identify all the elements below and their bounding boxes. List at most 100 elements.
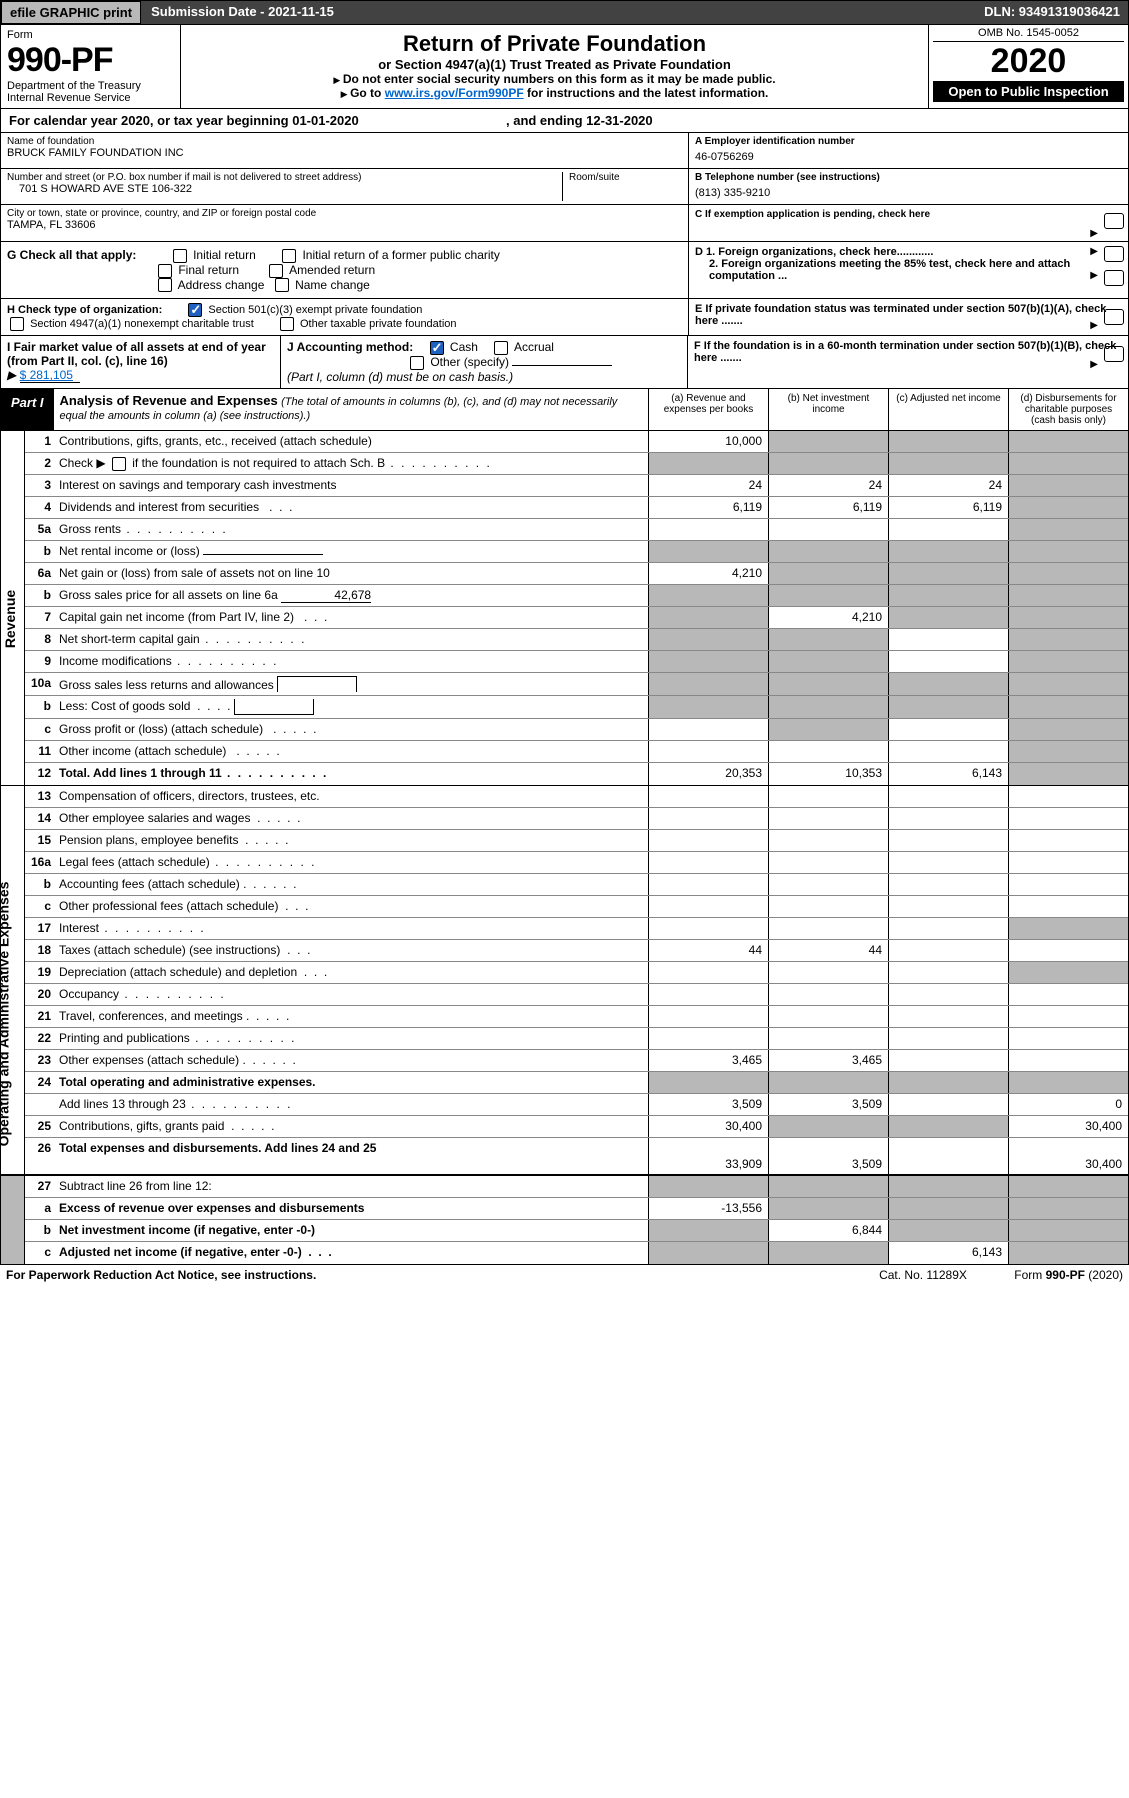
dln-label: DLN: 93491319036421: [976, 1, 1128, 24]
topbar-spacer: [344, 1, 976, 24]
accrual-checkbox[interactable]: [494, 341, 508, 355]
other-method-checkbox[interactable]: [410, 356, 424, 370]
instruction-2: Go to www.irs.gov/Form990PF for instruct…: [187, 86, 922, 100]
row-10a-desc: Gross sales less returns and allowances: [55, 673, 648, 695]
row-20-desc: Occupancy: [55, 984, 648, 1005]
row-23-desc: Other expenses (attach schedule) . . . .…: [55, 1050, 648, 1071]
foreign-85-checkbox[interactable]: [1104, 270, 1124, 286]
row-1-desc: Contributions, gifts, grants, etc., rece…: [55, 431, 648, 452]
column-headers: (a) Revenue and expenses per books (b) N…: [648, 389, 1128, 430]
final-return-checkbox[interactable]: [158, 264, 172, 278]
calendar-year-row: For calendar year 2020, or tax year begi…: [0, 109, 1129, 133]
row-13-desc: Compensation of officers, directors, tru…: [55, 786, 648, 807]
tax-year: 2020: [933, 42, 1124, 81]
info-grid: Name of foundation BRUCK FAMILY FOUNDATI…: [0, 133, 1129, 242]
expenses-side-label: Operating and Administrative Expenses: [1, 786, 25, 1174]
row-2-desc: Check ▶ if the foundation is not require…: [55, 453, 648, 474]
city-cell: City or town, state or province, country…: [1, 205, 688, 241]
row-14-desc: Other employee salaries and wages . . . …: [55, 808, 648, 829]
initial-return-checkbox[interactable]: [173, 249, 187, 263]
top-bar: efile GRAPHIC print Submission Date - 20…: [0, 0, 1129, 25]
ein-cell: A Employer identification number 46-0756…: [689, 133, 1128, 169]
accounting-method-cell: J Accounting method: Cash Accrual Other …: [281, 336, 688, 388]
col-d-header: (d) Disbursements for charitable purpose…: [1008, 389, 1128, 430]
row-26-desc: Total expenses and disbursements. Add li…: [55, 1138, 648, 1174]
open-to-public: Open to Public Inspection: [933, 81, 1124, 102]
row-27c-desc: Adjusted net income (if negative, enter …: [55, 1242, 648, 1264]
revenue-side-label: Revenue: [1, 431, 25, 785]
form-title: Return of Private Foundation: [187, 31, 922, 57]
row-10c-desc: Gross profit or (loss) (attach schedule)…: [55, 719, 648, 740]
part1-desc: Analysis of Revenue and Expenses (The to…: [54, 389, 648, 430]
amended-return-checkbox[interactable]: [269, 264, 283, 278]
cash-checkbox[interactable]: [430, 341, 444, 355]
other-taxable-checkbox[interactable]: [280, 317, 294, 331]
row-25-desc: Contributions, gifts, grants paid . . . …: [55, 1116, 648, 1137]
form-label: Form: [7, 29, 174, 41]
efile-print-button[interactable]: efile GRAPHIC print: [1, 1, 141, 24]
irs-link[interactable]: www.irs.gov/Form990PF: [385, 86, 524, 100]
instruction-1: Do not enter social security numbers on …: [187, 72, 922, 86]
row-3-desc: Interest on savings and temporary cash i…: [55, 475, 648, 496]
row-17-desc: Interest: [55, 918, 648, 939]
phone-cell: B Telephone number (see instructions) (8…: [689, 169, 1128, 205]
row-27b-desc: Net investment income (if negative, ente…: [55, 1220, 648, 1241]
initial-public-checkbox[interactable]: [282, 249, 296, 263]
omb-number: OMB No. 1545-0052: [933, 27, 1124, 42]
header-middle: Return of Private Foundation or Section …: [181, 25, 928, 108]
terminated-checkbox[interactable]: [1104, 309, 1124, 325]
row-9-desc: Income modifications: [55, 651, 648, 672]
fmv-value: $ 281,105: [20, 368, 80, 383]
row-27a-desc: Excess of revenue over expenses and disb…: [55, 1198, 648, 1219]
row-21-desc: Travel, conferences, and meetings . . . …: [55, 1006, 648, 1027]
row-16b-desc: Accounting fees (attach schedule) . . . …: [55, 874, 648, 895]
revenue-table: Revenue 1Contributions, gifts, grants, e…: [0, 431, 1129, 786]
address-cell: Number and street (or P.O. box number if…: [1, 169, 688, 205]
f-check: F If the foundation is in a 60-month ter…: [688, 336, 1128, 388]
sch-b-checkbox[interactable]: [112, 457, 126, 471]
row-11-desc: Other income (attach schedule) . . . . .: [55, 741, 648, 762]
part1-label: Part I: [1, 389, 54, 430]
cat-no: Cat. No. 11289X: [863, 1268, 983, 1282]
row-22-desc: Printing and publications: [55, 1028, 648, 1049]
address-change-checkbox[interactable]: [158, 278, 172, 292]
col-a-header: (a) Revenue and expenses per books: [648, 389, 768, 430]
fmv-cell: I Fair market value of all assets at end…: [1, 336, 281, 388]
form-ref: Form 990-PF (2020): [983, 1268, 1123, 1282]
name-change-checkbox[interactable]: [275, 278, 289, 292]
g-checks: G Check all that apply: Initial return I…: [1, 242, 688, 298]
foundation-name-cell: Name of foundation BRUCK FAMILY FOUNDATI…: [1, 133, 688, 169]
row-24b-desc: Add lines 13 through 23: [55, 1094, 648, 1115]
row-6b-desc: Gross sales price for all assets on line…: [55, 585, 648, 606]
col-b-header: (b) Net investment income: [768, 389, 888, 430]
header-right: OMB No. 1545-0052 2020 Open to Public In…: [928, 25, 1128, 108]
h-checks: H Check type of organization: Section 50…: [1, 299, 688, 335]
expenses-table: Operating and Administrative Expenses 13…: [0, 786, 1129, 1175]
foreign-org-checkbox[interactable]: [1104, 246, 1124, 262]
paperwork-notice: For Paperwork Reduction Act Notice, see …: [6, 1268, 863, 1282]
row-8-desc: Net short-term capital gain: [55, 629, 648, 650]
row-19-desc: Depreciation (attach schedule) and deple…: [55, 962, 648, 983]
exemption-pending-cell: C If exemption application is pending, c…: [689, 205, 1128, 241]
row-16a-desc: Legal fees (attach schedule): [55, 852, 648, 873]
part1-header: Part I Analysis of Revenue and Expenses …: [0, 389, 1129, 431]
check-section-gd: G Check all that apply: Initial return I…: [0, 242, 1129, 299]
exemption-checkbox[interactable]: [1104, 213, 1124, 229]
room-suite-label: Room/suite: [569, 172, 682, 183]
row-16c-desc: Other professional fees (attach schedule…: [55, 896, 648, 917]
row-24-desc: Total operating and administrative expen…: [55, 1072, 648, 1093]
header-left: Form 990-PF Department of the Treasury I…: [1, 25, 181, 108]
submission-date: Submission Date - 2021-11-15: [141, 1, 344, 24]
form-number: 990-PF: [7, 41, 174, 80]
row-5a-desc: Gross rents: [55, 519, 648, 540]
col-c-header: (c) Adjusted net income: [888, 389, 1008, 430]
60month-checkbox[interactable]: [1104, 346, 1124, 362]
501c3-checkbox[interactable]: [188, 303, 202, 317]
row-6a-desc: Net gain or (loss) from sale of assets n…: [55, 563, 648, 584]
line-27-table: 27Subtract line 26 from line 12: aExcess…: [0, 1175, 1129, 1265]
dept-treasury: Department of the Treasury: [7, 80, 174, 92]
row-18-desc: Taxes (attach schedule) (see instruction…: [55, 940, 648, 961]
d-checks: D 1. Foreign organizations, check here..…: [688, 242, 1128, 298]
row-12-desc: Total. Add lines 1 through 11: [55, 763, 648, 785]
4947-checkbox[interactable]: [10, 317, 24, 331]
